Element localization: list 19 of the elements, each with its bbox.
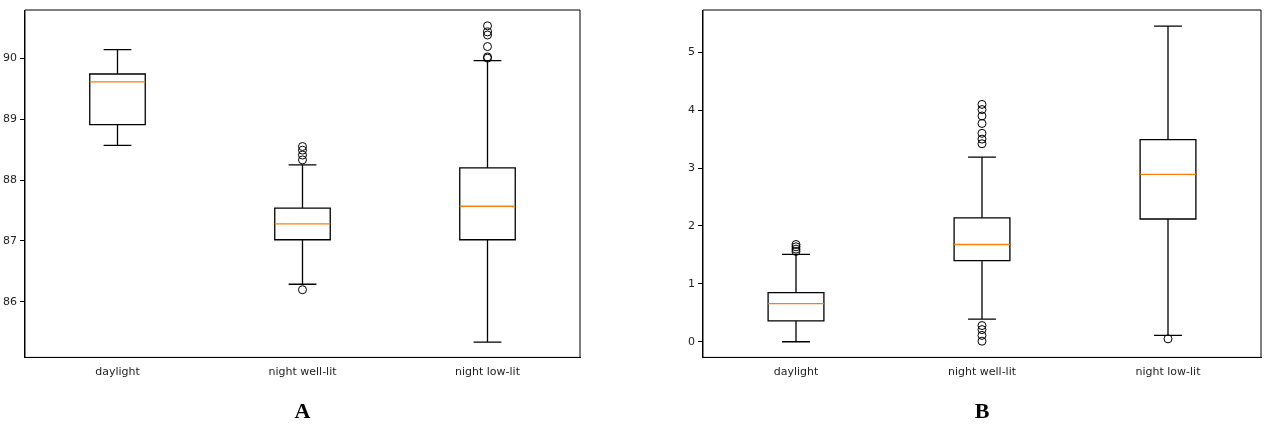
x-tick-label: night low-lit xyxy=(455,364,521,378)
x-tick-label: night low-lit xyxy=(1135,364,1202,378)
x-tick-label: night well-lit xyxy=(947,364,1017,378)
y-tick-label: 0 xyxy=(688,334,695,348)
y-tick-label: 2 xyxy=(688,218,695,232)
y-tick-label: 86 xyxy=(3,294,17,308)
x-axis-title: B xyxy=(974,398,990,424)
x-tick-label: daylight xyxy=(95,364,141,378)
y-tick-label: 5 xyxy=(688,45,695,59)
y-tick-label: 1 xyxy=(688,276,695,290)
x-axis-title: A xyxy=(294,398,311,424)
y-tick-label: 4 xyxy=(688,103,695,117)
x-tick-label: night well-lit xyxy=(268,364,338,378)
x-tick-label: daylight xyxy=(773,364,819,378)
y-tick-label: 89 xyxy=(3,111,17,125)
y-tick-label: 90 xyxy=(3,51,17,65)
y-tick-label: 3 xyxy=(688,160,695,174)
y-tick-label: 87 xyxy=(3,233,17,247)
y-tick-label: 88 xyxy=(3,172,17,186)
